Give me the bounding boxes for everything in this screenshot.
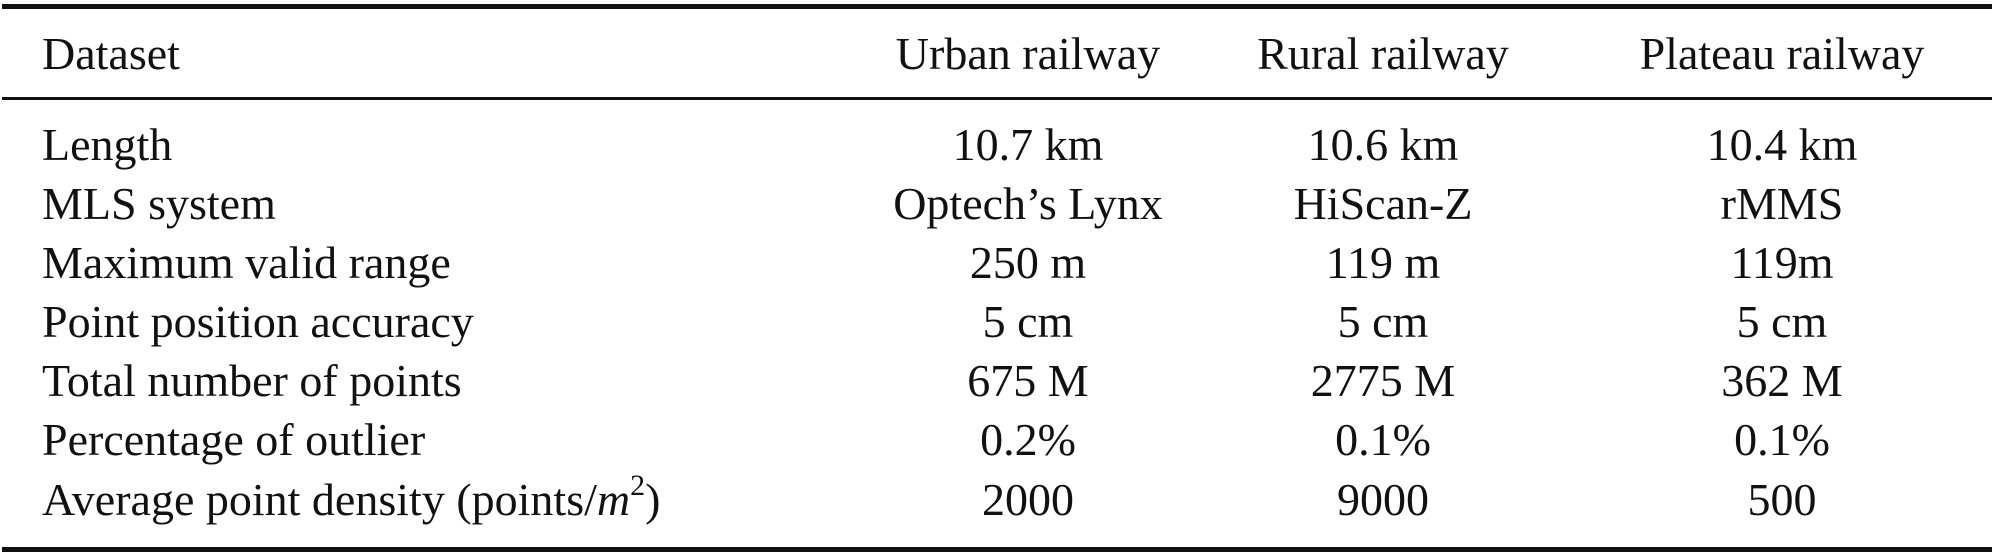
- urban-value: 2000: [982, 474, 1074, 525]
- urban-value: 0.2%: [980, 414, 1076, 465]
- row-label: Total number of points: [42, 355, 462, 406]
- table-row: Total number of points 675 M 2775 M 362 …: [0, 352, 1996, 410]
- plateau-value: 5 cm: [1736, 296, 1828, 347]
- table-row: Point position accuracy 5 cm 5 cm 5 cm: [0, 293, 1996, 351]
- top-rule: [2, 4, 1992, 9]
- table-row: Percentage of outlier 0.2% 0.1% 0.1%: [0, 411, 1996, 469]
- header-rural-railway: Rural railway: [1257, 28, 1509, 79]
- rural-value: 0.1%: [1335, 414, 1431, 465]
- urban-value: 250 m: [969, 237, 1087, 288]
- table-row: Maximum valid range 250 m 119 m 119m: [0, 234, 1996, 292]
- urban-value: 5 cm: [982, 296, 1074, 347]
- header-urban-railway: Urban railway: [895, 28, 1161, 79]
- rural-value: 10.6 km: [1307, 119, 1459, 170]
- plateau-value: rMMS: [1720, 178, 1844, 229]
- header-rule: [2, 97, 1992, 100]
- row-label: Point position accuracy: [42, 296, 474, 347]
- row-label: Average point density (points/m2): [42, 471, 842, 529]
- density-label-prefix: Average point density (points/: [42, 474, 597, 525]
- rural-value: 5 cm: [1337, 296, 1429, 347]
- table-row: Average point density (points/m2) 2000 9…: [0, 471, 1996, 529]
- plateau-value: 10.4 km: [1706, 119, 1858, 170]
- density-label-exponent: 2: [630, 469, 646, 502]
- density-label-variable: m: [596, 474, 631, 525]
- urban-value: 675 M: [967, 355, 1089, 406]
- density-label-suffix: ): [645, 474, 661, 525]
- rural-value: HiScan-Z: [1293, 178, 1473, 229]
- plateau-value: 0.1%: [1734, 414, 1830, 465]
- header-row: Dataset Urban railway Rural railway Plat…: [0, 25, 1996, 83]
- rural-value: 2775 M: [1310, 355, 1456, 406]
- table-row: MLS system Optech’s Lynx HiScan-Z rMMS: [0, 175, 1996, 233]
- header-plateau-railway: Plateau railway: [1639, 28, 1925, 79]
- table-row: Length 10.7 km 10.6 km 10.4 km: [0, 116, 1996, 174]
- bottom-rule: [2, 547, 1992, 552]
- plateau-value: 500: [1747, 474, 1817, 525]
- urban-value: Optech’s Lynx: [893, 178, 1163, 229]
- row-label: Length: [42, 119, 173, 170]
- row-label: MLS system: [42, 178, 276, 229]
- plateau-value: 362 M: [1721, 355, 1843, 406]
- header-dataset: Dataset: [42, 28, 180, 79]
- rural-value: 119 m: [1325, 237, 1441, 288]
- rural-value: 9000: [1337, 474, 1429, 525]
- urban-value: 10.7 km: [952, 119, 1104, 170]
- row-label: Percentage of outlier: [42, 414, 426, 465]
- row-label: Maximum valid range: [42, 237, 451, 288]
- plateau-value: 119m: [1730, 237, 1834, 288]
